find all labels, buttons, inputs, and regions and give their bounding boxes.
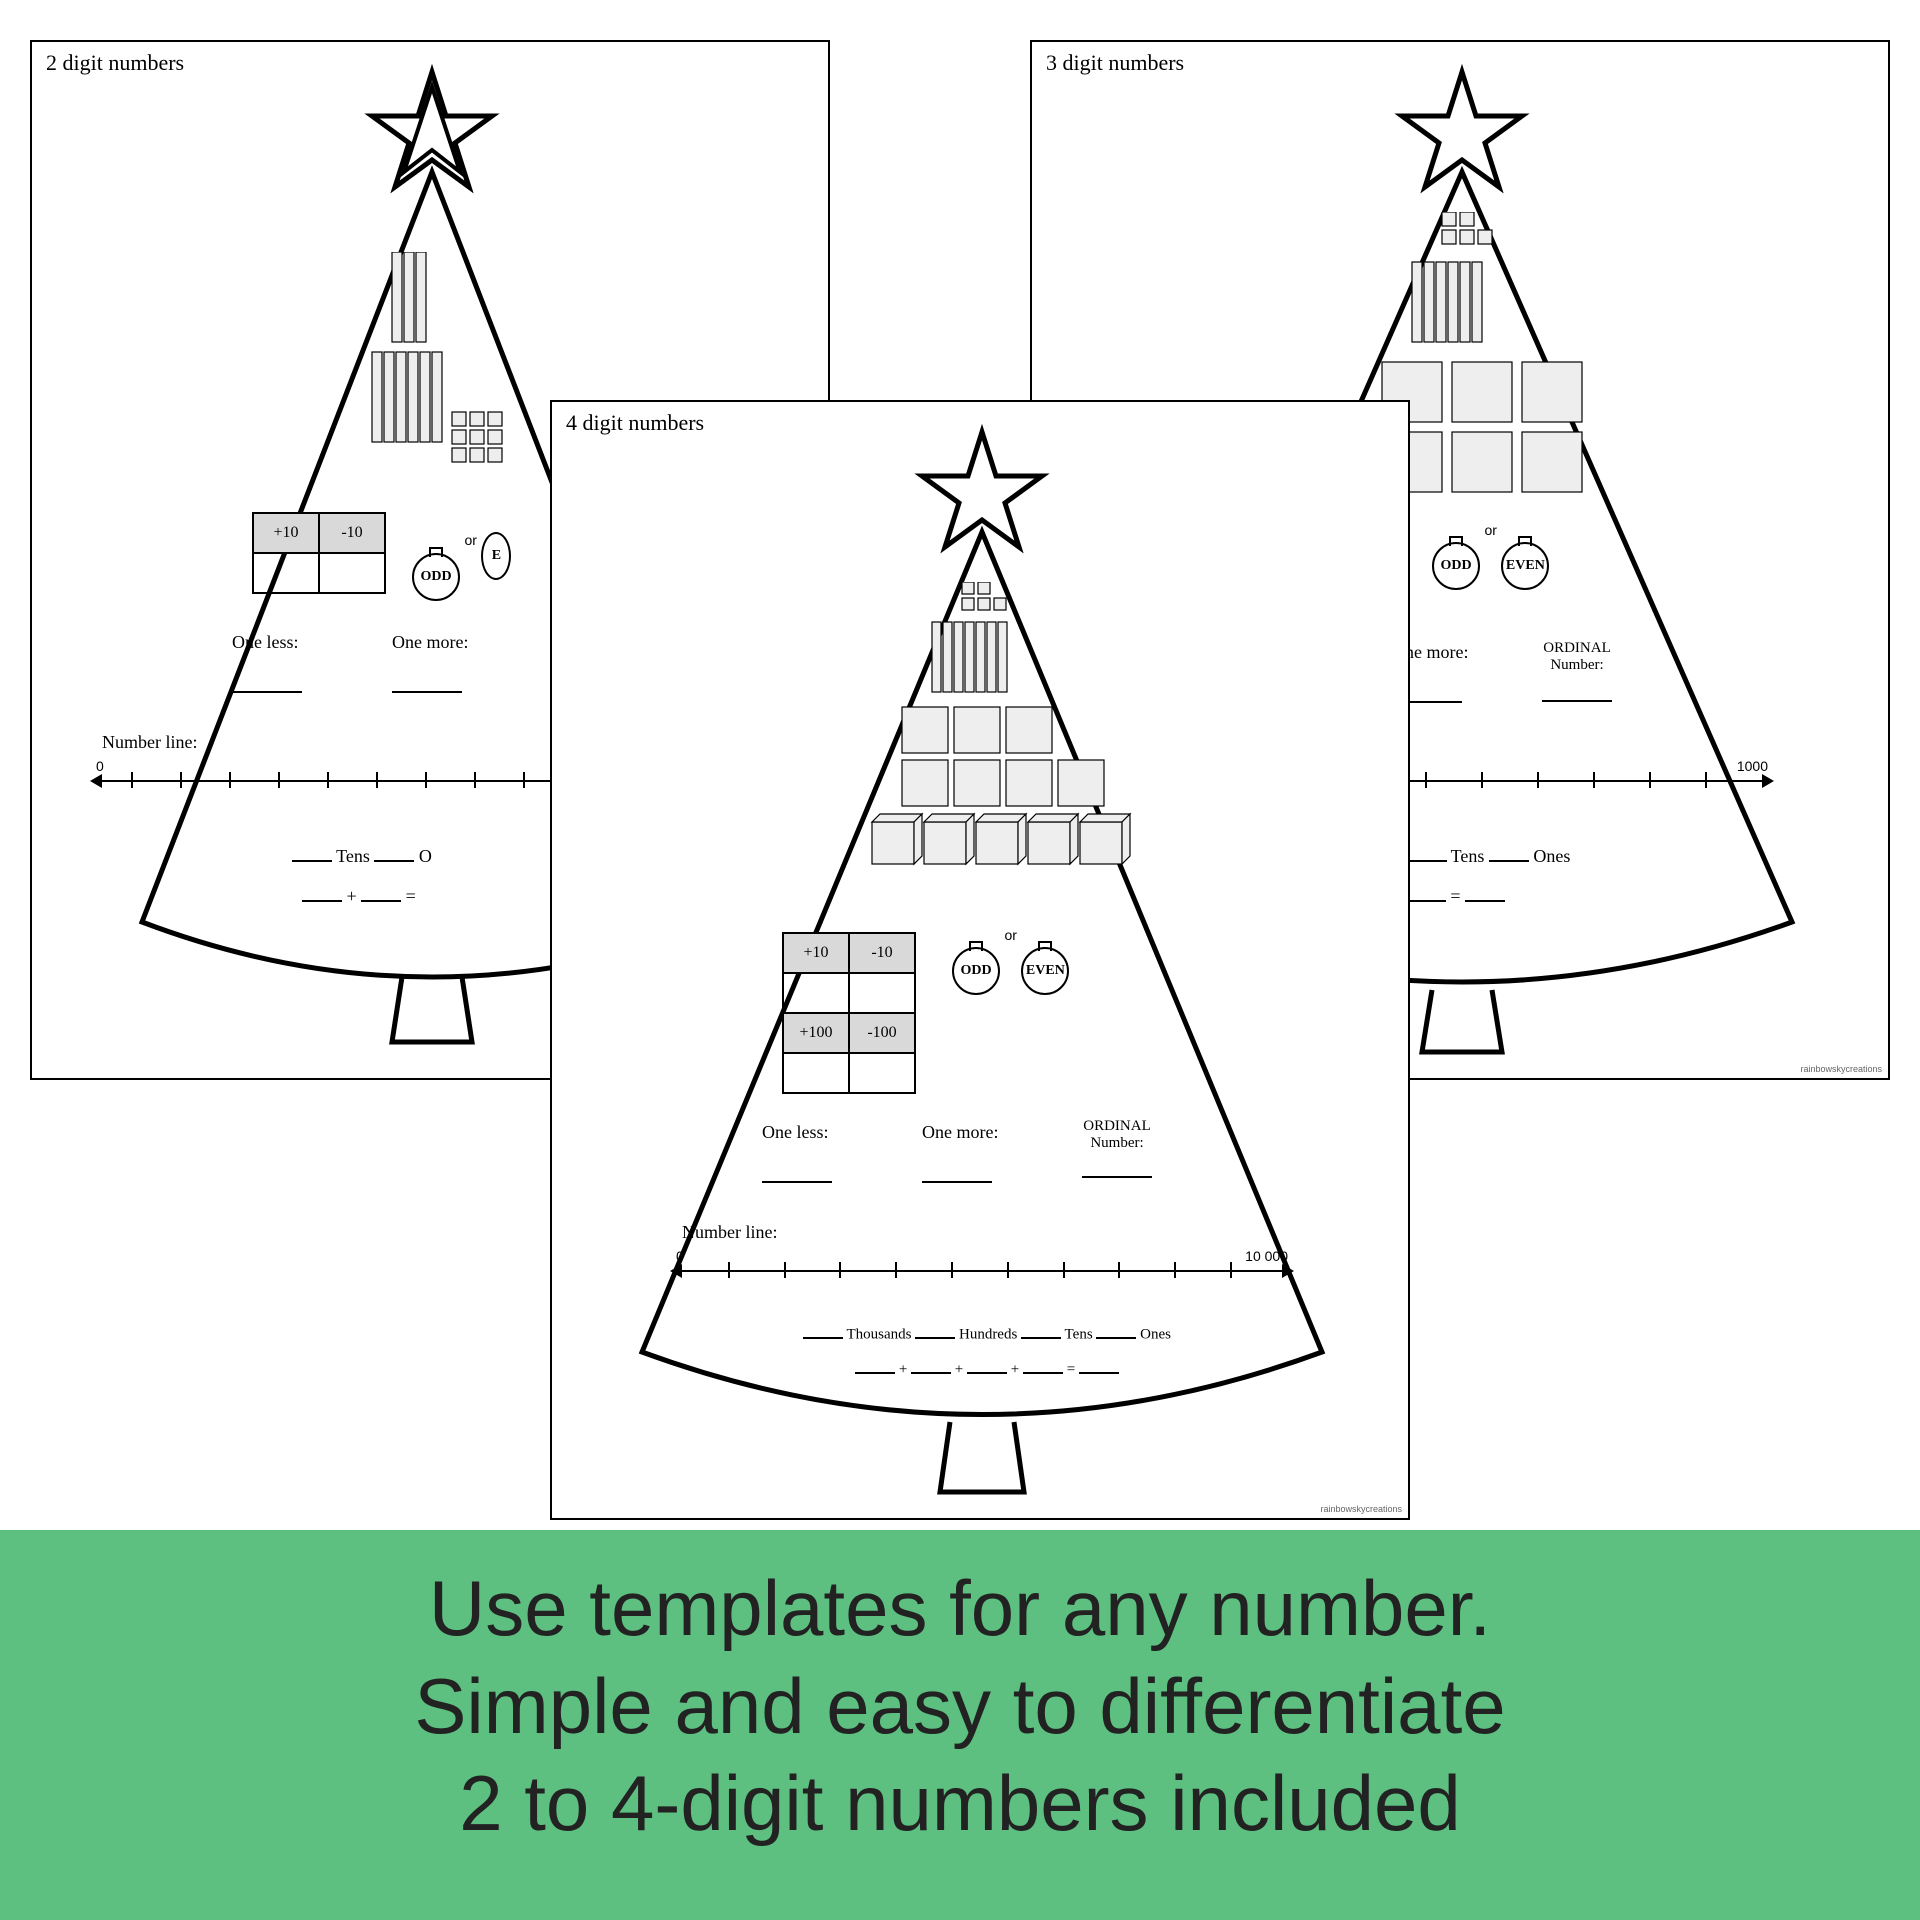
credit: rainbowskycreations	[1320, 1504, 1402, 1514]
worksheet-4-digit: 4 digit numbers +10-10 +100-100 ODD o	[550, 400, 1410, 1520]
places-line: Tens O	[292, 842, 432, 867]
plus-minus-table: +10-10	[252, 512, 386, 594]
odd-ornament: ODD	[412, 553, 460, 601]
expand-line: + + + =	[762, 1357, 1212, 1379]
ordinal-group: ORDINAL Number:	[1542, 640, 1612, 707]
expand-line: + =	[302, 882, 416, 907]
even-ornament: EVEN	[1021, 947, 1069, 995]
one-less-group: One less:	[762, 1122, 832, 1188]
number-line: 0 10 000	[672, 1252, 1292, 1292]
ordinal-group: ORDINAL Number:	[1082, 1118, 1152, 1183]
caption-line-1: Use templates for any number.	[20, 1560, 1900, 1658]
base-ten-blocks	[332, 252, 552, 482]
one-more-group: One more:	[392, 632, 468, 698]
odd-ornament: ODD	[952, 947, 1000, 995]
odd-ornament: ODD	[1432, 542, 1480, 590]
number-line: 0	[92, 762, 582, 802]
numberline-label: Number line:	[682, 1222, 777, 1243]
odd-even-ornaments: ODD or E	[412, 532, 511, 601]
base-ten-blocks	[852, 582, 1152, 902]
one-less-group: One less:	[232, 632, 302, 698]
odd-even-ornaments: ODD or EVEN	[1432, 542, 1549, 590]
odd-even-ornaments: ODD or EVEN	[952, 947, 1069, 995]
places-line: Thousands Hundreds Tens Ones	[707, 1322, 1267, 1344]
even-ornament: EVEN	[1501, 542, 1549, 590]
caption-line-2: Simple and easy to differentiate	[20, 1658, 1900, 1756]
caption-line-3: 2 to 4-digit numbers included	[20, 1755, 1900, 1853]
credit: rainbowskycreations	[1800, 1064, 1882, 1074]
caption-band: Use templates for any number. Simple and…	[0, 1530, 1920, 1920]
numberline-label: Number line:	[102, 732, 197, 753]
even-ornament: E	[481, 532, 511, 580]
plus-minus-table: +10-10 +100-100	[782, 932, 916, 1094]
one-more-group: One more:	[922, 1122, 998, 1188]
